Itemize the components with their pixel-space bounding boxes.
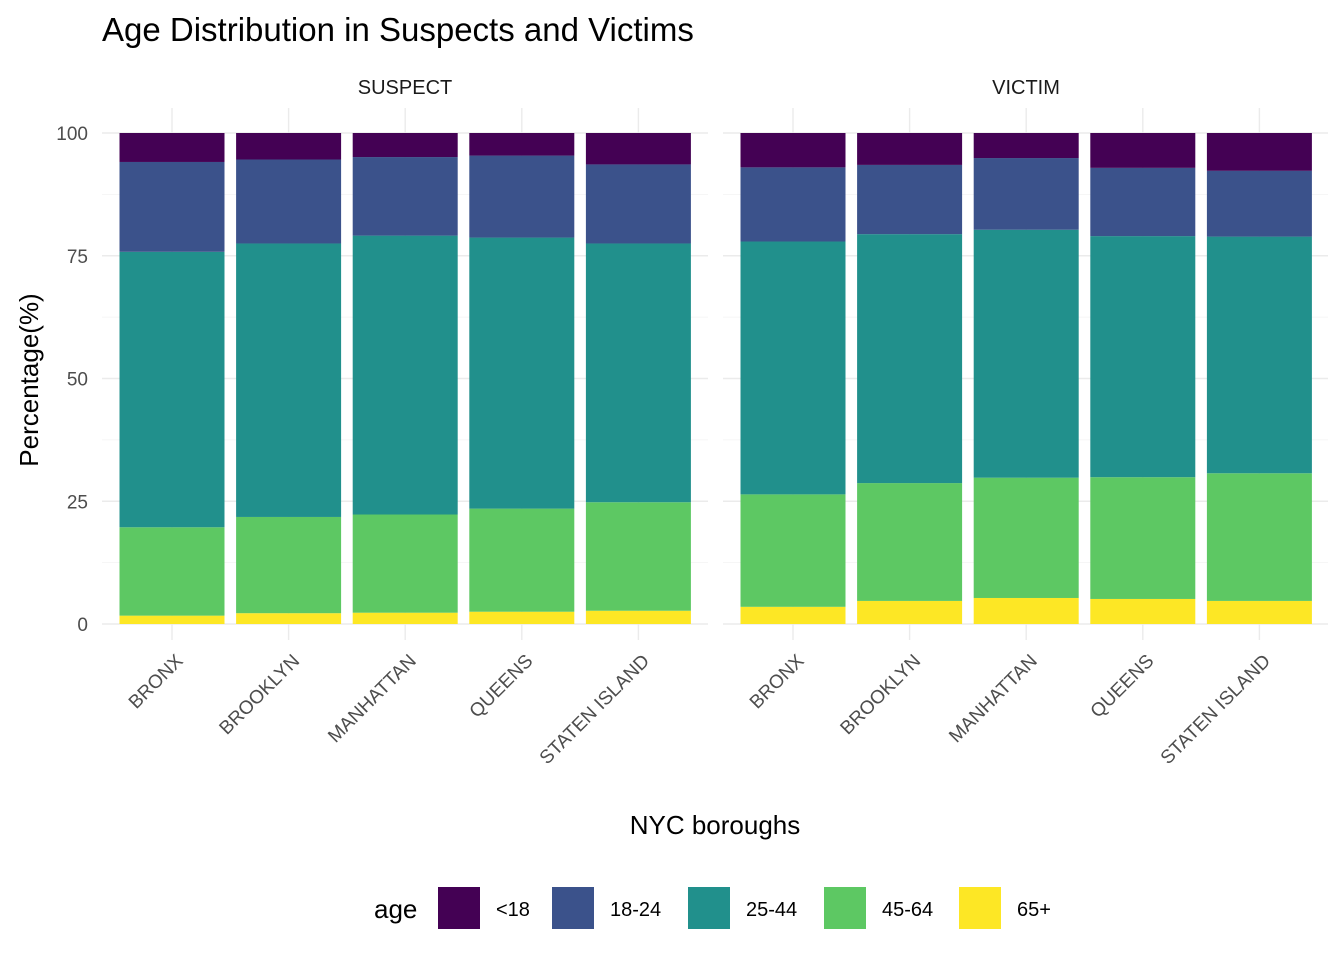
bar-segment-victim-brooklyn-65-plus (857, 600, 963, 624)
bar-segment-suspect-brooklyn-under-18 (236, 133, 342, 160)
bar-segment-suspect-manhattan-18-24 (352, 157, 458, 236)
bar-segment-victim-staten-island-18-24 (1206, 170, 1312, 237)
bar-segment-victim-queens-under-18 (1090, 133, 1196, 168)
bar-segment-victim-brooklyn-18-24 (857, 164, 963, 235)
x-tick-label: QUEENS (1087, 651, 1159, 723)
bar-segment-suspect-staten-island-25-44 (585, 243, 691, 503)
x-tick-label: QUEENS (466, 651, 538, 723)
y-tick-label: 100 (56, 124, 88, 145)
legend-key-18-24 (552, 887, 594, 929)
legend-key-under-18 (438, 887, 480, 929)
x-tick-label: BROOKLYN (837, 651, 926, 740)
bar-segment-victim-bronx-45-64 (740, 494, 846, 607)
bar-segment-suspect-manhattan-45-64 (352, 514, 458, 613)
legend-key-25-44 (688, 887, 730, 929)
bar-segment-suspect-brooklyn-25-44 (236, 243, 342, 517)
x-tick-label: BRONX (746, 650, 809, 713)
legend-label: 65+ (1017, 899, 1051, 921)
bar-segment-suspect-manhattan-25-44 (352, 235, 458, 515)
y-axis-title: Percentage(%) (14, 293, 44, 466)
bar-segment-suspect-bronx-25-44 (119, 251, 225, 528)
bar-segment-victim-queens-45-64 (1090, 477, 1196, 599)
x-tick-label: BROOKLYN (216, 651, 305, 740)
bar-segment-victim-queens-65-plus (1090, 598, 1196, 624)
bar-segment-suspect-queens-under-18 (469, 133, 575, 156)
bar-segment-suspect-bronx-under-18 (119, 133, 225, 162)
x-tick-label: BRONX (125, 650, 188, 713)
bar-segment-suspect-brooklyn-18-24 (236, 159, 342, 244)
bar-segment-suspect-bronx-65-plus (119, 615, 225, 624)
bar-segment-victim-manhattan-18-24 (973, 158, 1079, 230)
bar-segment-victim-manhattan-65-plus (973, 597, 1079, 624)
bar-segment-suspect-staten-island-65-plus (585, 610, 691, 624)
bar-segment-victim-manhattan-25-44 (973, 229, 1079, 478)
bar-segment-suspect-brooklyn-65-plus (236, 613, 342, 624)
bar-segment-suspect-queens-65-plus (469, 611, 575, 624)
bar-segment-victim-queens-25-44 (1090, 236, 1196, 478)
y-tick-label: 75 (67, 247, 88, 268)
x-tick-label: STATEN ISLAND (536, 651, 654, 769)
legend-key-45-64 (824, 887, 866, 929)
panel-label-victim: VICTIM (992, 77, 1060, 99)
bar-segment-victim-brooklyn-under-18 (857, 133, 963, 165)
legend-label: <18 (496, 899, 530, 921)
x-tick-label: MANHATTAN (324, 651, 420, 747)
bar-segment-suspect-manhattan-under-18 (352, 133, 458, 158)
bar-segment-victim-manhattan-under-18 (973, 133, 1079, 159)
bar-segment-victim-staten-island-65-plus (1206, 600, 1312, 624)
panel-victim (723, 108, 1328, 640)
y-tick-label: 25 (67, 492, 88, 513)
bar-segment-victim-brooklyn-25-44 (857, 234, 963, 484)
bar-segment-suspect-bronx-18-24 (119, 161, 225, 252)
bar-segment-suspect-queens-18-24 (469, 155, 575, 238)
legend-key-65-plus (959, 887, 1001, 929)
panel-suspect (102, 108, 708, 640)
bar-segment-suspect-queens-25-44 (469, 237, 575, 509)
bar-segment-victim-brooklyn-45-64 (857, 483, 963, 601)
legend-label: 25-44 (746, 899, 797, 921)
bar-segment-suspect-queens-45-64 (469, 508, 575, 612)
bar-segment-victim-bronx-65-plus (740, 606, 846, 624)
bar-segment-suspect-manhattan-65-plus (352, 612, 458, 624)
y-tick-label: 50 (67, 370, 88, 391)
bar-segment-suspect-staten-island-under-18 (585, 133, 691, 165)
chart-title: Age Distribution in Suspects and Victims (102, 11, 694, 48)
bar-segment-suspect-staten-island-45-64 (585, 502, 691, 611)
legend: age <18 18-24 25-44 45-64 65+ (374, 887, 1051, 929)
bar-segment-suspect-staten-island-18-24 (585, 164, 691, 244)
panel-label-suspect: SUSPECT (358, 77, 452, 99)
x-tick-label: STATEN ISLAND (1157, 651, 1275, 769)
bar-segment-victim-queens-18-24 (1090, 167, 1196, 237)
legend-label: 45-64 (882, 899, 933, 921)
bar-segment-suspect-brooklyn-45-64 (236, 516, 342, 614)
bar-segment-victim-staten-island-25-44 (1206, 236, 1312, 474)
bar-segment-suspect-bronx-45-64 (119, 527, 225, 616)
bar-segment-victim-staten-island-under-18 (1206, 133, 1312, 171)
y-axis-ticks: 0 25 50 75 100 (56, 124, 88, 636)
x-tick-label: MANHATTAN (945, 651, 1041, 747)
bar-segment-victim-bronx-25-44 (740, 241, 846, 495)
y-tick-label: 0 (77, 615, 88, 636)
bar-segment-victim-manhattan-45-64 (973, 477, 1079, 598)
x-axis-title: NYC boroughs (630, 810, 801, 840)
plot-panels (102, 108, 1328, 640)
bar-segment-victim-bronx-18-24 (740, 167, 846, 242)
bar-segment-victim-staten-island-45-64 (1206, 473, 1312, 601)
legend-title: age (374, 894, 417, 924)
legend-label: 18-24 (610, 899, 661, 921)
bar-segment-victim-bronx-under-18 (740, 133, 846, 168)
